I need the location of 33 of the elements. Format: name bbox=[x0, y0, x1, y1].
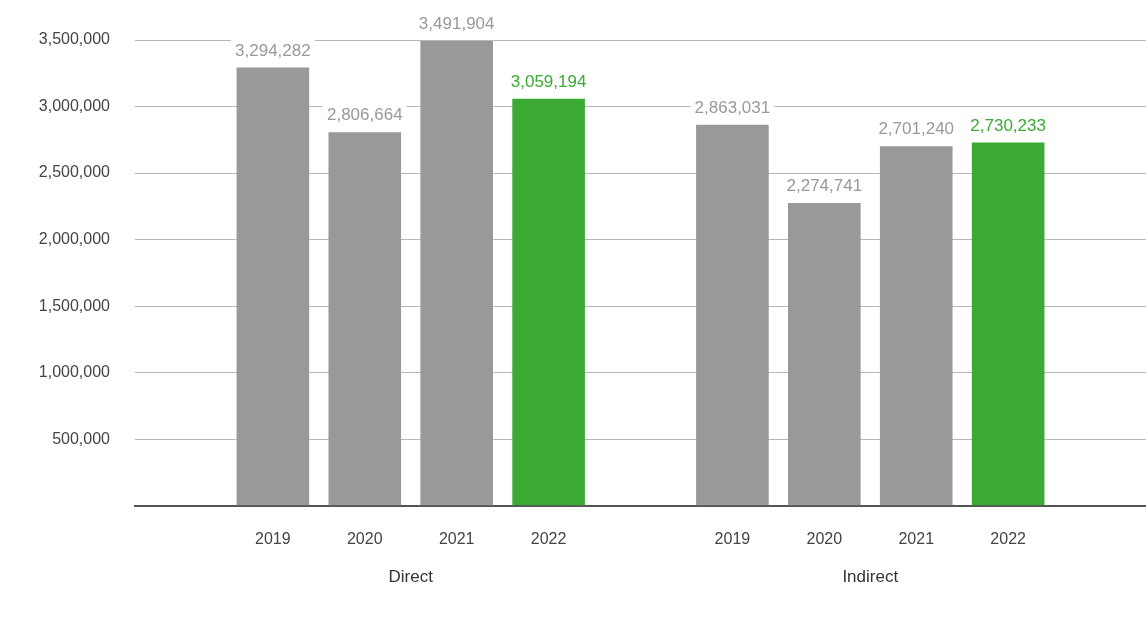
bar bbox=[328, 132, 402, 506]
y-tick-label: 2,500,000 bbox=[38, 163, 111, 181]
y-tick-label: 1,000,000 bbox=[38, 363, 111, 381]
data-label: 3,491,904 bbox=[418, 14, 495, 34]
bar bbox=[512, 98, 585, 506]
x-tick-label: 2019 bbox=[714, 529, 751, 547]
data-label: 2,806,664 bbox=[326, 105, 403, 125]
x-tick-label: 2022 bbox=[990, 529, 1027, 547]
y-tick-label: 2,000,000 bbox=[38, 230, 111, 248]
data-label: 2,730,233 bbox=[970, 115, 1046, 135]
x-tick-label: 2021 bbox=[438, 529, 475, 547]
text: Indirect bbox=[842, 567, 899, 587]
bar bbox=[788, 203, 861, 506]
x-tick-label: 2021 bbox=[898, 529, 935, 547]
x-tick-label: 2020 bbox=[806, 529, 843, 547]
text: Direct bbox=[388, 567, 434, 587]
y-tick-label: 500,000 bbox=[52, 429, 111, 447]
data-label: 2,701,240 bbox=[878, 119, 955, 139]
data-label: 2,274,741 bbox=[786, 176, 863, 196]
bar bbox=[696, 124, 769, 506]
data-label: 3,059,194 bbox=[510, 71, 587, 91]
x-tick-label: 2020 bbox=[346, 529, 383, 547]
data-label: 2,863,031 bbox=[694, 97, 771, 117]
bar bbox=[236, 67, 310, 506]
y-tick-label: 1,500,000 bbox=[38, 296, 111, 314]
y-tick-label: 3,500,000 bbox=[38, 30, 111, 48]
data-label: 3,294,282 bbox=[235, 40, 311, 60]
x-tick-label: 2019 bbox=[255, 529, 291, 547]
bar bbox=[971, 142, 1045, 506]
bar bbox=[420, 41, 493, 506]
bar bbox=[879, 146, 953, 506]
y-tick-label: 3,000,000 bbox=[38, 96, 111, 114]
x-tick-label: 2022 bbox=[530, 529, 567, 547]
